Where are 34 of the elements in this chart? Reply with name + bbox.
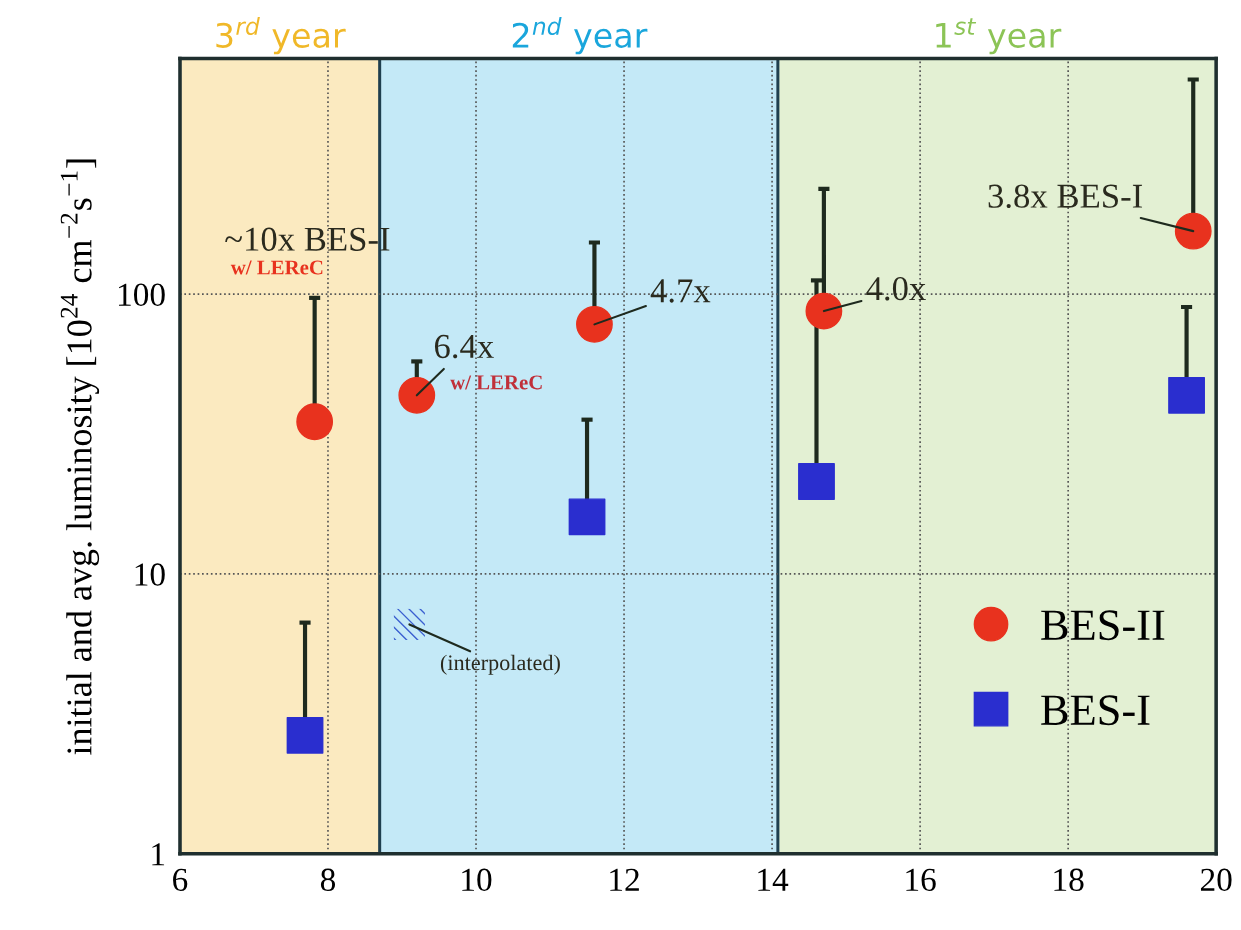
x-tick-label: 10 xyxy=(462,868,492,892)
point xyxy=(398,376,436,414)
annotation: 4.7x xyxy=(650,279,711,303)
x-tick-label: 8 xyxy=(320,868,336,892)
y-axis-title: initial and avg. luminosity [10$^{24}$ cm$^{−2}$s$^{−1}$] xyxy=(60,159,100,755)
annotation: 3.8x BES-I xyxy=(988,184,1143,209)
band-label: 2$^{nd}$ year xyxy=(512,16,648,55)
annotation: 4.0x xyxy=(866,276,926,301)
band-label: 1$^{st}$ year xyxy=(936,18,1062,55)
annotation: w/ LEReC xyxy=(450,375,542,390)
y-tick-label: 1 xyxy=(152,843,165,866)
annotation: w/ LEReC xyxy=(230,260,323,275)
x-tick-label: 16 xyxy=(906,868,936,892)
y-tick-label: 10 xyxy=(135,563,165,586)
annotation: (interpolated) xyxy=(440,654,560,675)
point xyxy=(568,498,606,536)
point xyxy=(576,305,613,343)
x-tick-label: 12 xyxy=(610,868,639,891)
point xyxy=(1174,212,1212,250)
y-tick-label: 100 xyxy=(118,283,165,307)
x-tick-label: 6 xyxy=(173,868,188,892)
point xyxy=(798,463,835,500)
band-label: 3$^{rd}$ year xyxy=(216,16,346,55)
point xyxy=(1168,376,1205,414)
point xyxy=(296,403,334,441)
legend-label: BES-I xyxy=(1041,695,1150,726)
point xyxy=(805,292,843,330)
legend-label: BES-II xyxy=(1041,610,1165,641)
annotation: 6.4x xyxy=(434,334,494,359)
x-tick-label: 18 xyxy=(1054,868,1084,892)
point xyxy=(286,716,324,754)
x-tick-label: 14 xyxy=(758,868,789,891)
point xyxy=(393,608,425,640)
x-tick-label: 20 xyxy=(1200,868,1232,892)
